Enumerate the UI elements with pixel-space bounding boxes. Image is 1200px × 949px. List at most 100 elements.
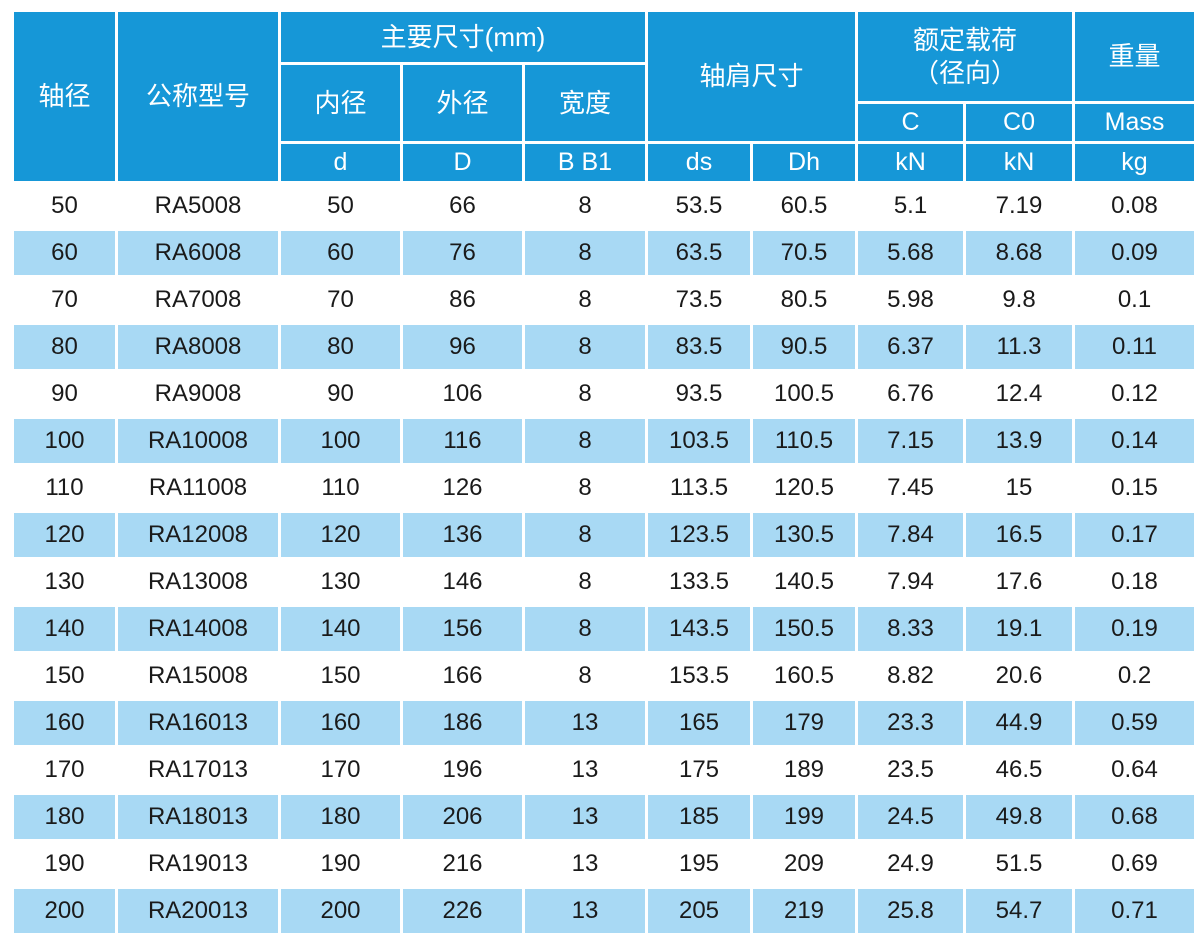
table-cell-row11-col4: 166 — [403, 654, 522, 698]
table-cell-row14-col3: 180 — [281, 795, 400, 839]
table-cell-row5-col6: 93.5 — [648, 372, 750, 416]
table-cell-row11-col3: 150 — [281, 654, 400, 698]
header-main-dimensions: 主要尺寸(mm) — [281, 12, 645, 62]
header-unit-kn-c0: kN — [966, 144, 1072, 181]
table-cell-row15-col10: 0.69 — [1075, 842, 1194, 886]
table-cell-row9-col3: 130 — [281, 560, 400, 604]
table-cell-row2-col7: 70.5 — [753, 231, 855, 275]
bearing-spec-table: 轴径 公称型号 主要尺寸(mm) 内径 外径 宽度 d D B B1 轴肩尺寸 … — [14, 12, 1194, 933]
table-cell-row16-col9: 54.7 — [966, 889, 1072, 933]
header-symbol-ds: ds — [648, 144, 750, 181]
table-cell-row12-col1: 160 — [14, 701, 115, 745]
table-cell-row13-col10: 0.64 — [1075, 748, 1194, 792]
table-cell-row15-col6: 195 — [648, 842, 750, 886]
table-cell-row5-col9: 12.4 — [966, 372, 1072, 416]
header-outer-diameter: 外径 — [403, 65, 522, 141]
table-cell-row5-col4: 106 — [403, 372, 522, 416]
table-cell-row15-col5: 13 — [525, 842, 645, 886]
table-cell-row4-col8: 6.37 — [858, 325, 963, 369]
table-cell-row10-col8: 8.33 — [858, 607, 963, 651]
table-cell-row3-col3: 70 — [281, 278, 400, 322]
header-model: 公称型号 — [118, 12, 278, 181]
table-cell-row13-col5: 13 — [525, 748, 645, 792]
table-cell-row11-col10: 0.2 — [1075, 654, 1194, 698]
table-cell-row13-col8: 23.5 — [858, 748, 963, 792]
table-cell-row7-col1: 110 — [14, 466, 115, 510]
table-cell-row9-col10: 0.18 — [1075, 560, 1194, 604]
table-cell-row14-col6: 185 — [648, 795, 750, 839]
table-cell-row4-col3: 80 — [281, 325, 400, 369]
table-cell-row16-col1: 200 — [14, 889, 115, 933]
table-cell-row5-col5: 8 — [525, 372, 645, 416]
table-cell-row3-col8: 5.98 — [858, 278, 963, 322]
table-cell-row4-col9: 11.3 — [966, 325, 1072, 369]
table-cell-row5-col8: 6.76 — [858, 372, 963, 416]
table-cell-row12-col10: 0.59 — [1075, 701, 1194, 745]
table-cell-row10-col6: 143.5 — [648, 607, 750, 651]
spec-table-grid: 轴径 公称型号 主要尺寸(mm) 内径 外径 宽度 d D B B1 轴肩尺寸 … — [14, 12, 1194, 933]
table-cell-row16-col10: 0.71 — [1075, 889, 1194, 933]
table-cell-row8-col8: 7.84 — [858, 513, 963, 557]
table-cell-row15-col9: 51.5 — [966, 842, 1072, 886]
table-cell-row5-col1: 90 — [14, 372, 115, 416]
table-cell-row7-col6: 113.5 — [648, 466, 750, 510]
table-cell-row4-col1: 80 — [14, 325, 115, 369]
table-cell-row7-col2: RA11008 — [118, 466, 278, 510]
table-cell-row6-col7: 110.5 — [753, 419, 855, 463]
table-cell-row16-col4: 226 — [403, 889, 522, 933]
table-cell-row7-col7: 120.5 — [753, 466, 855, 510]
table-cell-row8-col9: 16.5 — [966, 513, 1072, 557]
table-cell-row6-col5: 8 — [525, 419, 645, 463]
table-cell-row8-col10: 0.17 — [1075, 513, 1194, 557]
table-cell-row9-col2: RA13008 — [118, 560, 278, 604]
table-cell-row14-col5: 13 — [525, 795, 645, 839]
table-cell-row8-col2: RA12008 — [118, 513, 278, 557]
table-cell-row13-col9: 46.5 — [966, 748, 1072, 792]
table-cell-row7-col4: 126 — [403, 466, 522, 510]
table-cell-row16-col7: 219 — [753, 889, 855, 933]
table-cell-row2-col3: 60 — [281, 231, 400, 275]
table-cell-row13-col4: 196 — [403, 748, 522, 792]
header-unit-kg: kg — [1075, 144, 1194, 181]
table-cell-row9-col5: 8 — [525, 560, 645, 604]
table-cell-row3-col9: 9.8 — [966, 278, 1072, 322]
header-shoulder-dimensions: 轴肩尺寸 — [648, 12, 855, 141]
table-cell-row11-col2: RA15008 — [118, 654, 278, 698]
table-cell-row10-col7: 150.5 — [753, 607, 855, 651]
table-cell-row14-col1: 180 — [14, 795, 115, 839]
table-cell-row9-col1: 130 — [14, 560, 115, 604]
table-cell-row5-col10: 0.12 — [1075, 372, 1194, 416]
table-cell-row11-col7: 160.5 — [753, 654, 855, 698]
table-cell-row4-col2: RA8008 — [118, 325, 278, 369]
table-cell-row16-col5: 13 — [525, 889, 645, 933]
table-cell-row2-col6: 63.5 — [648, 231, 750, 275]
header-rated-load: 额定载荷 （径向） — [858, 12, 1072, 101]
table-cell-row2-col8: 5.68 — [858, 231, 963, 275]
table-cell-row11-col5: 8 — [525, 654, 645, 698]
header-symbol-d: d — [281, 144, 400, 181]
table-cell-row12-col2: RA16013 — [118, 701, 278, 745]
header-symbol-dh: Dh — [753, 144, 855, 181]
table-cell-row10-col4: 156 — [403, 607, 522, 651]
table-cell-row1-col3: 50 — [281, 184, 400, 228]
table-cell-row8-col3: 120 — [281, 513, 400, 557]
table-cell-row2-col5: 8 — [525, 231, 645, 275]
table-cell-row6-col9: 13.9 — [966, 419, 1072, 463]
table-cell-row3-col2: RA7008 — [118, 278, 278, 322]
table-cell-row1-col2: RA5008 — [118, 184, 278, 228]
table-cell-row15-col7: 209 — [753, 842, 855, 886]
table-cell-row12-col9: 44.9 — [966, 701, 1072, 745]
table-cell-row13-col6: 175 — [648, 748, 750, 792]
header-weight: 重量 — [1075, 12, 1194, 101]
table-cell-row16-col3: 200 — [281, 889, 400, 933]
table-cell-row12-col5: 13 — [525, 701, 645, 745]
table-cell-row16-col2: RA20013 — [118, 889, 278, 933]
table-cell-row1-col7: 60.5 — [753, 184, 855, 228]
table-cell-row3-col4: 86 — [403, 278, 522, 322]
table-cell-row7-col9: 15 — [966, 466, 1072, 510]
table-cell-row8-col4: 136 — [403, 513, 522, 557]
table-cell-row1-col8: 5.1 — [858, 184, 963, 228]
table-cell-row12-col4: 186 — [403, 701, 522, 745]
table-cell-row11-col8: 8.82 — [858, 654, 963, 698]
table-cell-row11-col6: 153.5 — [648, 654, 750, 698]
